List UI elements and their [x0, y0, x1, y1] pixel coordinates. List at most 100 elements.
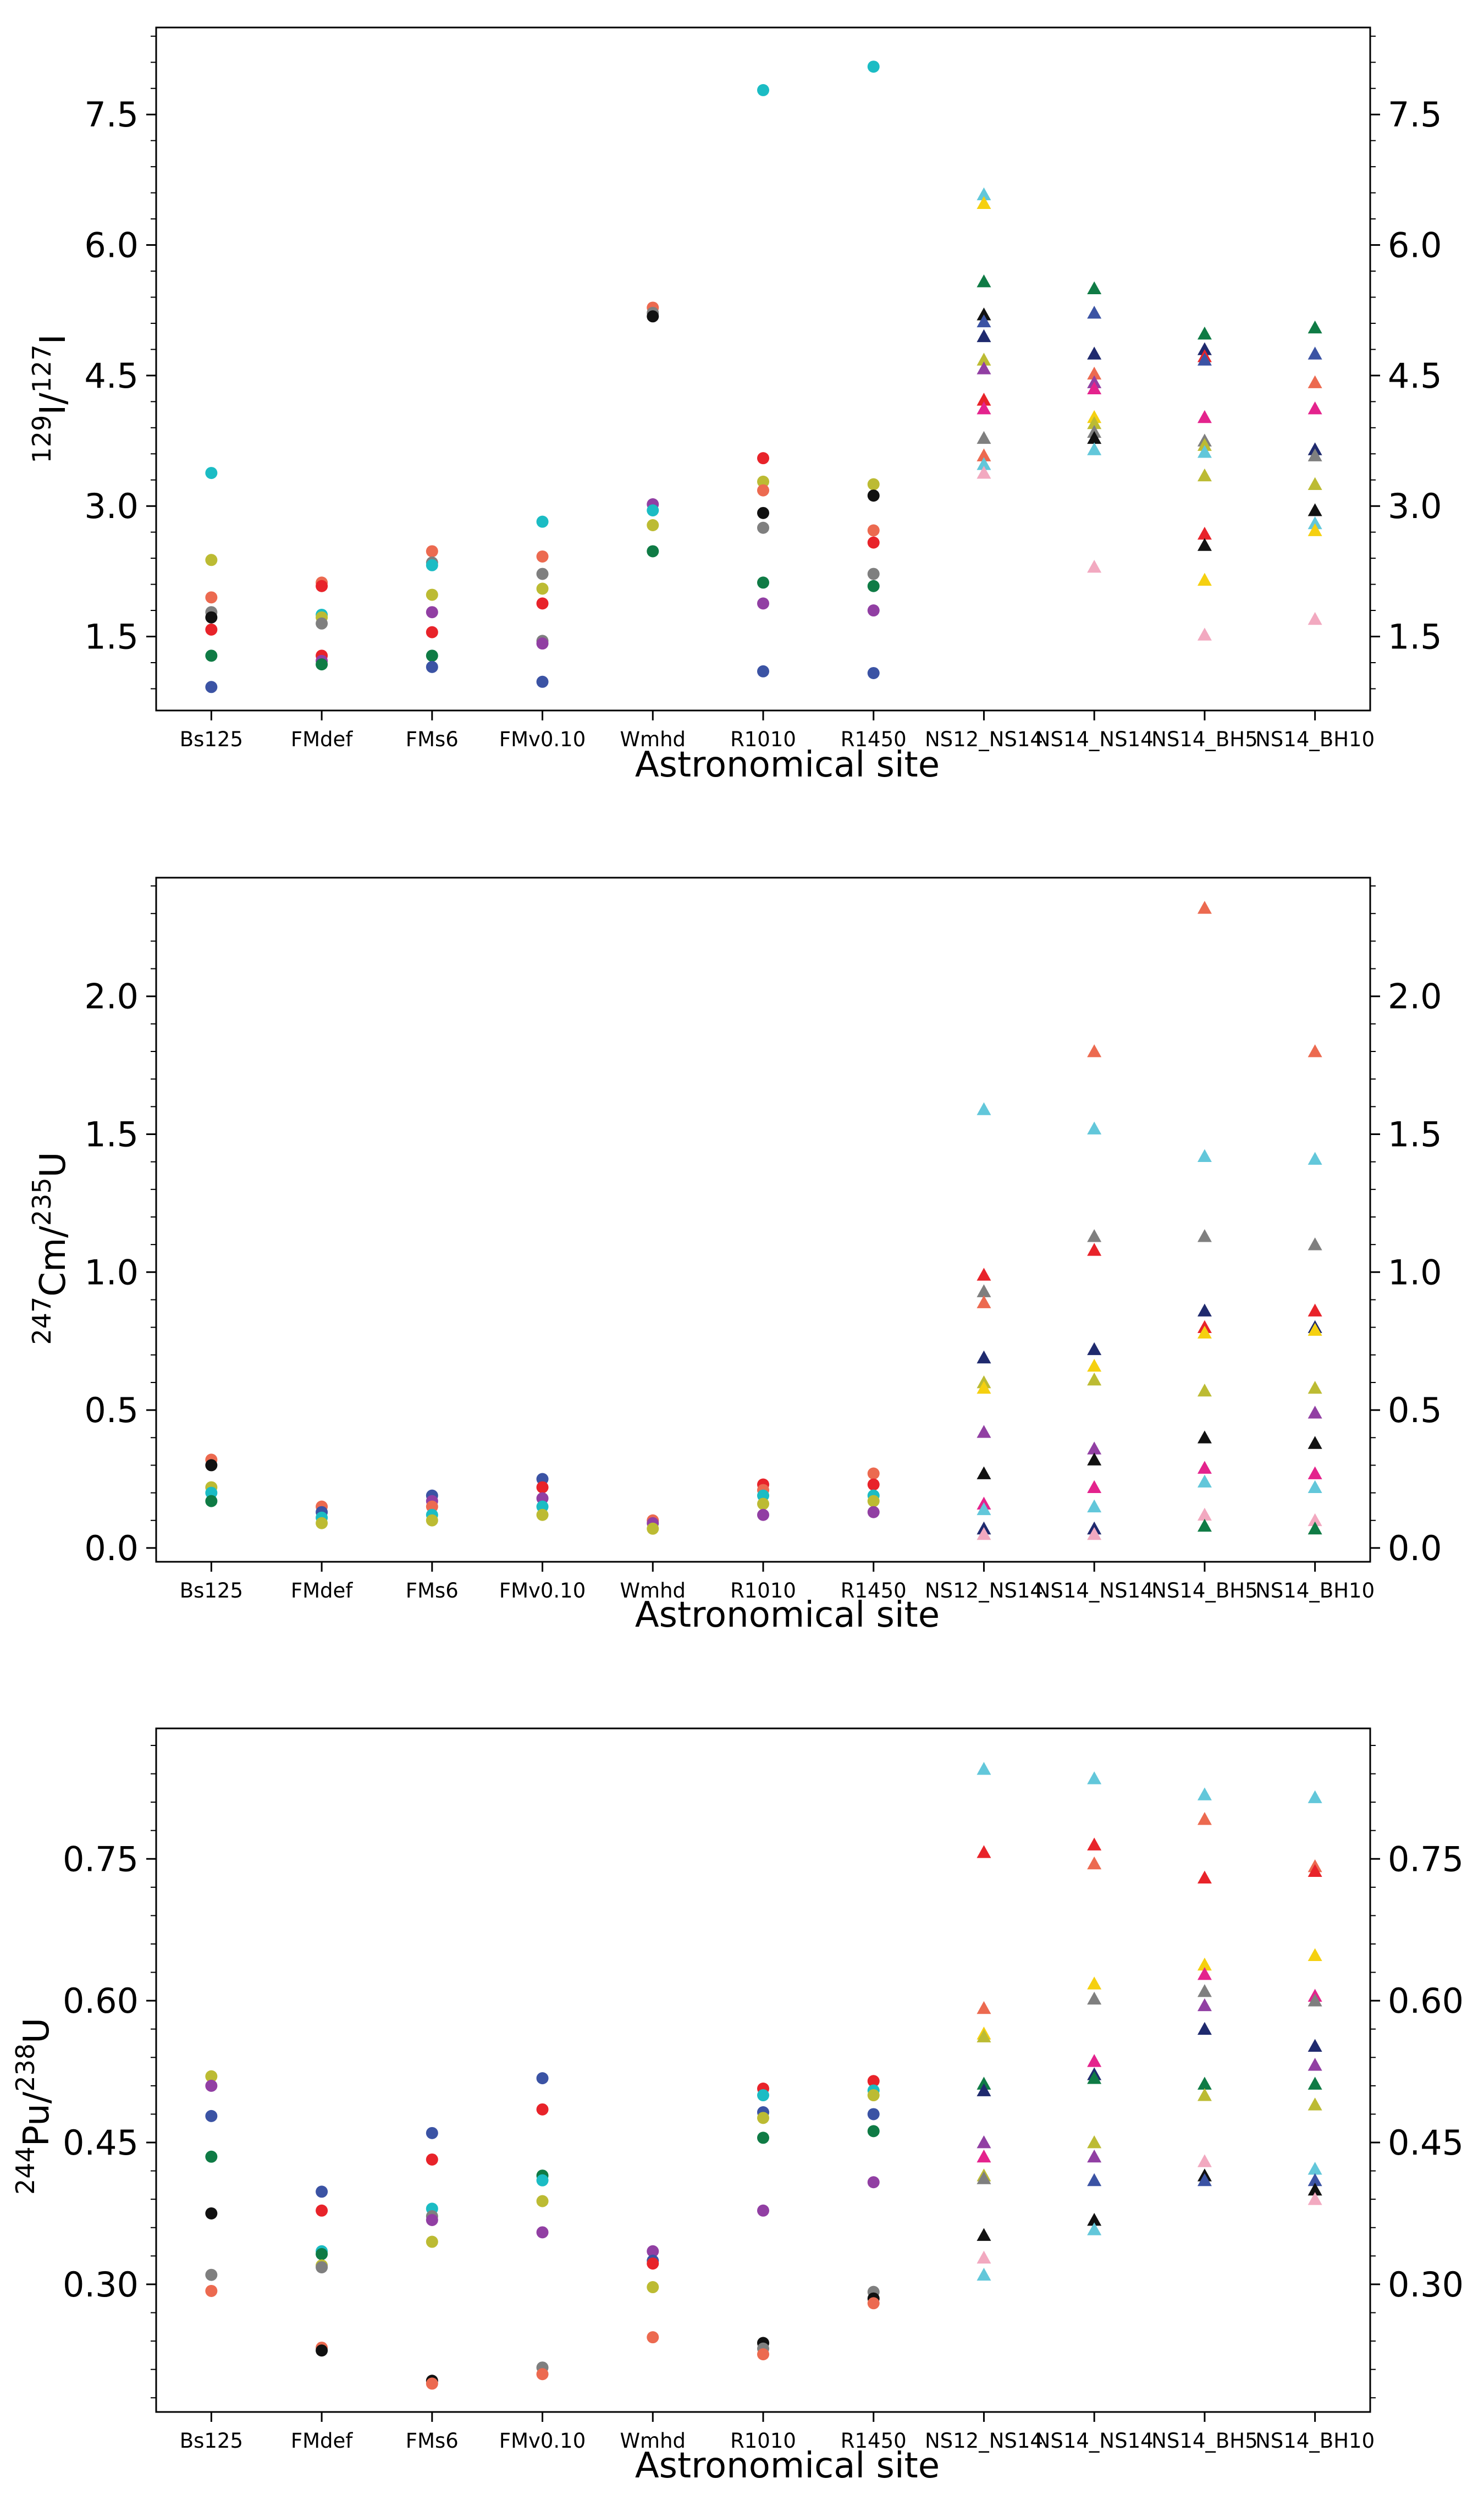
- iodine-data-point-circle: [757, 452, 769, 465]
- iodine-data-point-circle: [757, 84, 769, 96]
- plutonium-data-point-circle: [205, 2110, 218, 2122]
- curium-data-point-triangle: [1197, 1507, 1212, 1521]
- iodine-x-tick-label: FMv0.10: [499, 728, 586, 751]
- plutonium-data-point-triangle: [977, 2077, 991, 2090]
- curium-ratio-panel: 247Cm/235U Astronomical site 0.0 0.0 0.5 0.…: [27, 877, 1442, 1635]
- curium-data-point-triangle: [977, 1380, 991, 1394]
- iodine-data-point-triangle: [977, 448, 991, 461]
- curium-data-point-triangle: [1308, 1513, 1322, 1527]
- plutonium-data-point-triangle: [1087, 2054, 1102, 2067]
- curium-x-tick-label: Wmhd: [620, 1579, 686, 1602]
- plutonium-data-point-triangle: [977, 2171, 991, 2184]
- plutonium-data-point-circle: [205, 2268, 218, 2281]
- plutonium-data-point-triangle: [1197, 1870, 1212, 1884]
- iodine-data-point-circle: [647, 504, 659, 517]
- plutonium-data-point-triangle: [977, 1845, 991, 1858]
- curium-x-tick-label: NS14_NS14: [1035, 1579, 1154, 1602]
- plutonium-data-point-triangle: [1087, 2173, 1102, 2186]
- curium-data-point-triangle: [1308, 1436, 1322, 1449]
- plutonium-data-point-triangle: [1308, 1948, 1322, 1962]
- curium-y-tick-label-right: 0.0: [1388, 1528, 1442, 1568]
- plutonium-y-axis-title: 244Pu/238U: [10, 2018, 57, 2195]
- iodine-y-tick-label-right: 3.0: [1388, 486, 1442, 526]
- plutonium-data-point-triangle: [1308, 2173, 1322, 2186]
- iodine-data-point-circle: [867, 524, 880, 537]
- plutonium-data-point-triangle: [1197, 1812, 1212, 1825]
- plutonium-data-point-circle: [316, 2185, 328, 2198]
- plutonium-data-point-circle: [757, 2204, 769, 2217]
- curium-data-point-circle: [757, 1489, 769, 1502]
- plutonium-x-tick-label: FMv0.10: [499, 2429, 586, 2453]
- iodine-data-point-triangle: [977, 307, 991, 321]
- iodine-data-point-triangle: [1087, 431, 1102, 444]
- iodine-x-tick-label: R1010: [730, 728, 796, 751]
- iodine-data-point-circle: [426, 559, 438, 571]
- iodine-data-point-circle: [647, 545, 659, 558]
- plutonium-data-point-circle: [536, 2226, 549, 2239]
- plutonium-data-point-triangle: [977, 1761, 991, 1775]
- iodine-y-tick-label-left: 3.0: [84, 486, 139, 526]
- curium-data-point-circle: [867, 1478, 880, 1491]
- iodine-data-point-circle: [316, 580, 328, 592]
- plutonium-x-axis-title: Astronomical site: [635, 2446, 940, 2486]
- curium-data-point-circle: [536, 1481, 549, 1494]
- curium-data-point-triangle: [977, 1268, 991, 1281]
- plutonium-data-point-triangle: [977, 2267, 991, 2281]
- iodine-x-tick-label: FMs6: [406, 728, 459, 751]
- plutonium-data-point-circle: [205, 2284, 218, 2297]
- plutonium-data-point-triangle: [1197, 2173, 1212, 2186]
- plutonium-data-point-triangle: [1308, 1864, 1322, 1877]
- iodine-data-point-triangle: [1087, 305, 1102, 319]
- plutonium-data-point-triangle: [977, 2228, 991, 2241]
- iodine-x-tick-label: NS14_BH5: [1151, 728, 1258, 751]
- plutonium-data-point-triangle: [1197, 2022, 1212, 2035]
- curium-data-point-triangle: [1197, 901, 1212, 914]
- iodine-data-point-triangle: [977, 457, 991, 470]
- curium-x-tick-label: FMs6: [406, 1579, 459, 1602]
- plutonium-data-point-circle: [867, 2176, 880, 2189]
- plutonium-data-point-triangle: [1308, 2039, 1322, 2052]
- curium-data-point-triangle: [1308, 1303, 1322, 1317]
- iodine-data-point-triangle: [1087, 416, 1102, 429]
- plutonium-data-point-triangle: [1087, 2071, 1102, 2084]
- plutonium-data-point-circle: [205, 2150, 218, 2163]
- iodine-data-point-circle: [316, 617, 328, 630]
- iodine-y-tick-label-right: 6.0: [1388, 225, 1442, 266]
- plutonium-x-tick-label: NS12_NS14: [925, 2429, 1043, 2453]
- iodine-data-point-circle: [647, 519, 659, 531]
- iodine-data-point-circle: [536, 597, 549, 610]
- plutonium-y-tick-label-left: 0.60: [63, 1981, 139, 2021]
- curium-data-point-triangle: [1087, 1358, 1102, 1372]
- plutonium-data-point-circle: [316, 2344, 328, 2357]
- iodine-data-point-triangle: [977, 274, 991, 288]
- curium-data-point-circle: [757, 1497, 769, 1510]
- plutonium-y-tick-label-right: 0.45: [1388, 2123, 1464, 2163]
- curium-data-point-triangle: [1308, 1466, 1322, 1479]
- plutonium-data-point-circle: [316, 2204, 328, 2217]
- iodine-data-point-triangle: [1087, 442, 1102, 455]
- iodine-y-tick-label-left: 1.5: [84, 617, 139, 657]
- plutonium-data-point-circle: [205, 2207, 218, 2219]
- iodine-y-tick-label-right: 7.5: [1388, 95, 1442, 135]
- curium-y-tick-label-left: 1.0: [84, 1252, 139, 1292]
- iodine-data-point-circle: [205, 623, 218, 636]
- plutonium-data-point-circle: [757, 2132, 769, 2144]
- plutonium-data-point-triangle: [977, 2250, 991, 2264]
- iodine-data-point-triangle: [1197, 468, 1212, 482]
- curium-data-point-circle: [536, 1473, 549, 1485]
- plutonium-data-point-circle: [647, 2245, 659, 2257]
- iodine-data-point-circle: [426, 545, 438, 558]
- curium-data-point-circle: [647, 1522, 659, 1535]
- curium-x-tick-label: NS14_BH10: [1255, 1579, 1375, 1602]
- iodine-data-point-circle: [536, 637, 549, 650]
- iodine-data-point-triangle: [977, 393, 991, 406]
- curium-x-tick-label: R1010: [730, 1579, 796, 1602]
- curium-data-point-circle: [205, 1486, 218, 1499]
- iodine-data-point-triangle: [1087, 281, 1102, 295]
- iodine-data-point-triangle: [1087, 346, 1102, 360]
- iodine-data-point-triangle: [1308, 612, 1322, 625]
- plutonium-data-point-triangle: [977, 2135, 991, 2149]
- curium-data-point-triangle: [1087, 1452, 1102, 1466]
- plutonium-data-point-triangle: [977, 2001, 991, 2014]
- plutonium-data-point-circle: [536, 2195, 549, 2207]
